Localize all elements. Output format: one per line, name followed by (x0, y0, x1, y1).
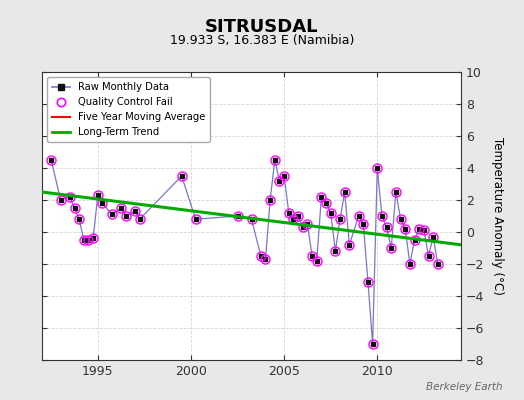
Text: 19.933 S, 16.383 E (Namibia): 19.933 S, 16.383 E (Namibia) (170, 34, 354, 47)
Y-axis label: Temperature Anomaly (°C): Temperature Anomaly (°C) (491, 137, 504, 295)
Text: Berkeley Earth: Berkeley Earth (427, 382, 503, 392)
Text: SITRUSDAL: SITRUSDAL (205, 18, 319, 36)
Legend: Raw Monthly Data, Quality Control Fail, Five Year Moving Average, Long-Term Tren: Raw Monthly Data, Quality Control Fail, … (47, 77, 210, 142)
